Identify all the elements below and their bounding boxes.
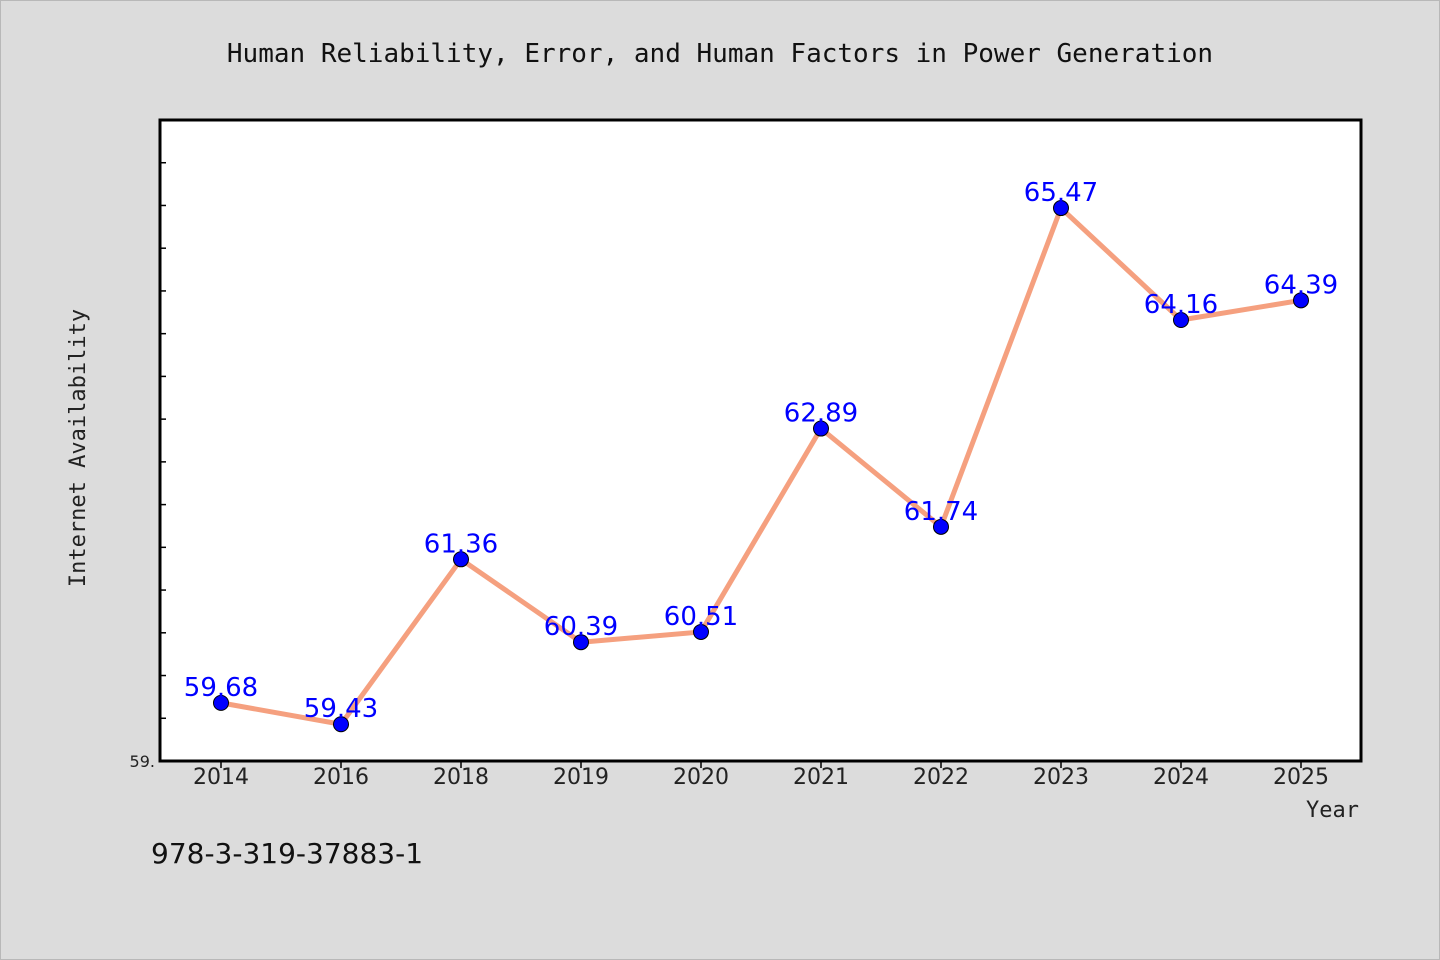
x-tick-label: 2019 bbox=[553, 765, 609, 790]
data-point bbox=[693, 623, 709, 640]
data-point bbox=[213, 694, 229, 711]
data-label: 64.16 bbox=[1144, 290, 1218, 320]
data-point bbox=[933, 518, 949, 535]
plot-area bbox=[158, 118, 1363, 763]
x-tick-label: 2018 bbox=[433, 765, 489, 790]
y-axis-tick-label: 59. bbox=[130, 752, 155, 771]
data-point bbox=[813, 420, 829, 437]
y-axis-ticks bbox=[160, 161, 166, 720]
data-label: 61.36 bbox=[424, 529, 498, 559]
data-label: 60.51 bbox=[664, 602, 738, 632]
data-label: 59.43 bbox=[304, 694, 378, 724]
data-label: 64.39 bbox=[1264, 270, 1338, 300]
data-point bbox=[333, 716, 349, 733]
data-label: 59.68 bbox=[184, 673, 258, 703]
data-point bbox=[1053, 200, 1069, 217]
data-point bbox=[453, 551, 469, 568]
data-point bbox=[1293, 292, 1309, 309]
data-labels: 59.68 59.43 61.36 60.39 60.51 62.89 61.74 65.47… bbox=[184, 178, 1338, 724]
x-tick-label: 2022 bbox=[913, 765, 969, 790]
x-tick-label: 2023 bbox=[1033, 765, 1089, 790]
data-label: 60.39 bbox=[544, 612, 618, 642]
data-label: 65.47 bbox=[1024, 178, 1098, 208]
x-axis-ticks bbox=[220, 761, 1302, 768]
data-point bbox=[1173, 311, 1189, 328]
data-label: 61.74 bbox=[904, 497, 978, 527]
isbn-footer: 978-3-319-37883-1 bbox=[151, 837, 423, 870]
x-tick-label: 2016 bbox=[313, 765, 369, 790]
data-markers bbox=[213, 200, 1309, 733]
x-tick-label: 2024 bbox=[1153, 765, 1209, 790]
x-tick-label: 2025 bbox=[1273, 765, 1329, 790]
x-tick-label: 2021 bbox=[793, 765, 849, 790]
x-axis-label: Year bbox=[1306, 798, 1359, 823]
chart-title: Human Reliability, Error, and Human Fact… bbox=[227, 39, 1213, 69]
x-tick-label: 2020 bbox=[673, 765, 729, 790]
data-point bbox=[573, 634, 589, 651]
x-tick-labels: 2014 2016 2018 2019 2020 2021 2022 2023 2024 2025 bbox=[193, 765, 1329, 790]
y-axis-label: Internet Availability bbox=[66, 309, 91, 587]
series-line bbox=[218, 205, 1304, 727]
data-label: 62.89 bbox=[784, 399, 858, 429]
x-tick-label: 2014 bbox=[193, 765, 249, 790]
